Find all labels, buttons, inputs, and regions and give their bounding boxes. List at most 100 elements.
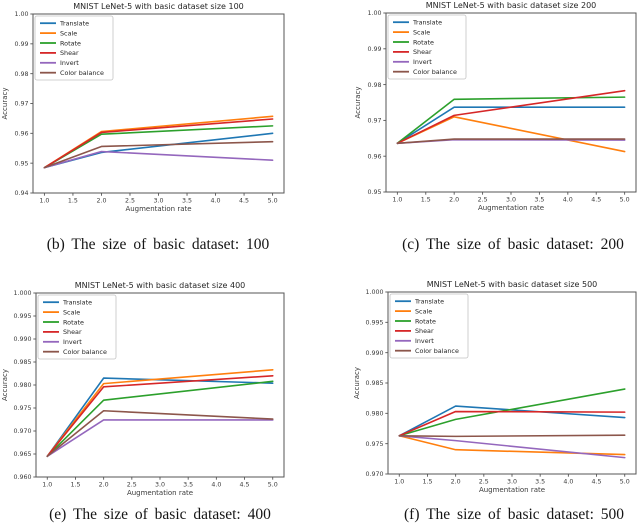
x-axis: 1.0 1.5 2.0 2.5 3.0 3.5 4.0 4.5 5.0 Augmentation … [392,192,630,212]
legend-label: Shear [63,328,82,336]
svg-text:0.96: 0.96 [14,131,28,138]
x-axis-label: Augmentation rate [478,204,544,212]
chart-mnist-size-200: MNIST LeNet-5 with basic dataset size 20… [354,1,637,212]
legend-label: Translate [62,299,92,307]
legend-label: Color balance [415,347,459,355]
svg-text:0.99: 0.99 [14,41,28,48]
svg-text:4.0: 4.0 [563,197,573,204]
x-axis-label: Augmentation rate [479,486,545,494]
svg-text:3.5: 3.5 [183,482,193,489]
chart-title: MNIST LeNet-5 with basic dataset size 50… [427,280,598,289]
svg-text:0.970: 0.970 [13,428,31,435]
svg-text:2.0: 2.0 [99,482,109,489]
chart-title: MNIST LeNet-5 with basic dataset size 20… [426,1,597,10]
series-invert [46,419,274,458]
svg-text:4.5: 4.5 [591,197,601,204]
series-color-balance [46,409,274,458]
subcaption-b: (b) The size of basic dataset: 100 [46,236,270,253]
series-shear [43,118,274,169]
series-translate [396,106,626,145]
svg-text:1.0: 1.0 [42,482,52,489]
svg-text:1.00: 1.00 [367,10,381,17]
svg-text:0.980: 0.980 [13,382,31,389]
y-axis: 0.95 0.96 0.97 0.98 0.99 1.00 Accuracy [354,10,386,196]
series-lines [43,115,274,169]
legend-label: Color balance [60,69,104,77]
x-axis-label: Augmentation rate [127,489,193,497]
svg-text:4.0: 4.0 [563,479,573,486]
subcaption-c: (c) The size of basic dataset: 200 [402,236,624,253]
y-axis: 0.94 0.95 0.96 0.97 0.98 0.99 1.00 Accuracy [1,11,33,197]
svg-text:3.0: 3.0 [506,197,516,204]
svg-text:0.985: 0.985 [13,359,31,366]
svg-text:1.5: 1.5 [422,479,432,486]
legend-label: Invert [63,338,82,346]
svg-text:1.0: 1.0 [392,197,402,204]
series-shear [396,89,626,145]
x-axis: 1.0 1.5 2.0 2.5 3.0 3.5 4.0 4.5 5.0 Augmentation … [39,193,278,213]
svg-text:5.0: 5.0 [268,198,278,205]
svg-text:1.0: 1.0 [394,479,404,486]
svg-text:1.00: 1.00 [14,11,28,18]
legend-label: Invert [60,59,79,67]
subcaption-e: (e) The size of basic dataset: 400 [49,506,271,523]
svg-text:2.0: 2.0 [449,197,459,204]
y-axis-label: Accuracy [1,88,9,120]
svg-text:2.0: 2.0 [96,198,106,205]
series-lines [46,369,274,458]
svg-text:0.975: 0.975 [365,441,383,448]
svg-text:3.0: 3.0 [507,479,517,486]
svg-text:4.5: 4.5 [239,198,249,205]
series-scale [398,434,626,456]
series-translate [398,405,626,437]
svg-text:1.000: 1.000 [365,289,383,296]
legend-label: Scale [415,307,432,315]
legend-label: Scale [60,29,77,37]
svg-text:3.5: 3.5 [534,197,544,204]
svg-text:0.95: 0.95 [367,189,381,196]
svg-text:0.990: 0.990 [13,336,31,343]
svg-text:3.0: 3.0 [153,198,163,205]
legend-label: Shear [413,48,432,56]
svg-text:5.0: 5.0 [620,197,630,204]
series-lines [398,388,626,459]
svg-text:0.995: 0.995 [365,320,383,327]
y-axis-label: Accuracy [353,367,361,399]
svg-text:0.94: 0.94 [14,190,28,197]
svg-text:0.980: 0.980 [365,411,383,418]
svg-text:0.960: 0.960 [13,474,31,481]
svg-text:2.0: 2.0 [451,479,461,486]
series-rotate [398,388,626,437]
svg-text:0.95: 0.95 [14,160,28,167]
series-translate [43,132,274,169]
legend-label: Invert [413,58,432,66]
legend-label: Scale [413,28,430,36]
series-translate [46,377,274,458]
legend-label: Scale [63,308,80,316]
svg-text:1.5: 1.5 [70,482,80,489]
series-rotate [46,380,274,458]
svg-text:5.0: 5.0 [620,479,630,486]
legend-label: Color balance [413,68,457,76]
legend-label: Invert [415,337,434,345]
svg-text:0.985: 0.985 [365,380,383,387]
svg-text:0.995: 0.995 [13,313,31,320]
svg-text:0.97: 0.97 [14,101,28,108]
series-color-balance [396,138,626,145]
svg-text:2.5: 2.5 [127,482,137,489]
svg-text:0.990: 0.990 [365,350,383,357]
legend-label: Translate [412,19,442,27]
x-axis: 1.0 1.5 2.0 2.5 3.0 3.5 4.0 4.5 5.0 Augmentation … [42,477,278,497]
series-invert [398,434,626,459]
y-axis: 0.960 0.965 0.970 0.975 0.980 0.985 0.990 0.995… [1,290,36,481]
legend-label: Rotate [413,38,434,46]
x-axis-label: Augmentation rate [125,205,191,213]
series-color-balance [398,434,626,438]
svg-text:1.000: 1.000 [13,290,31,297]
chart-mnist-size-500: MNIST LeNet-5 with basic dataset size 50… [353,280,637,494]
svg-text:4.0: 4.0 [211,198,221,205]
x-axis: 1.0 1.5 2.0 2.5 3.0 3.5 4.0 4.5 5.0 Augmentation … [394,474,630,494]
